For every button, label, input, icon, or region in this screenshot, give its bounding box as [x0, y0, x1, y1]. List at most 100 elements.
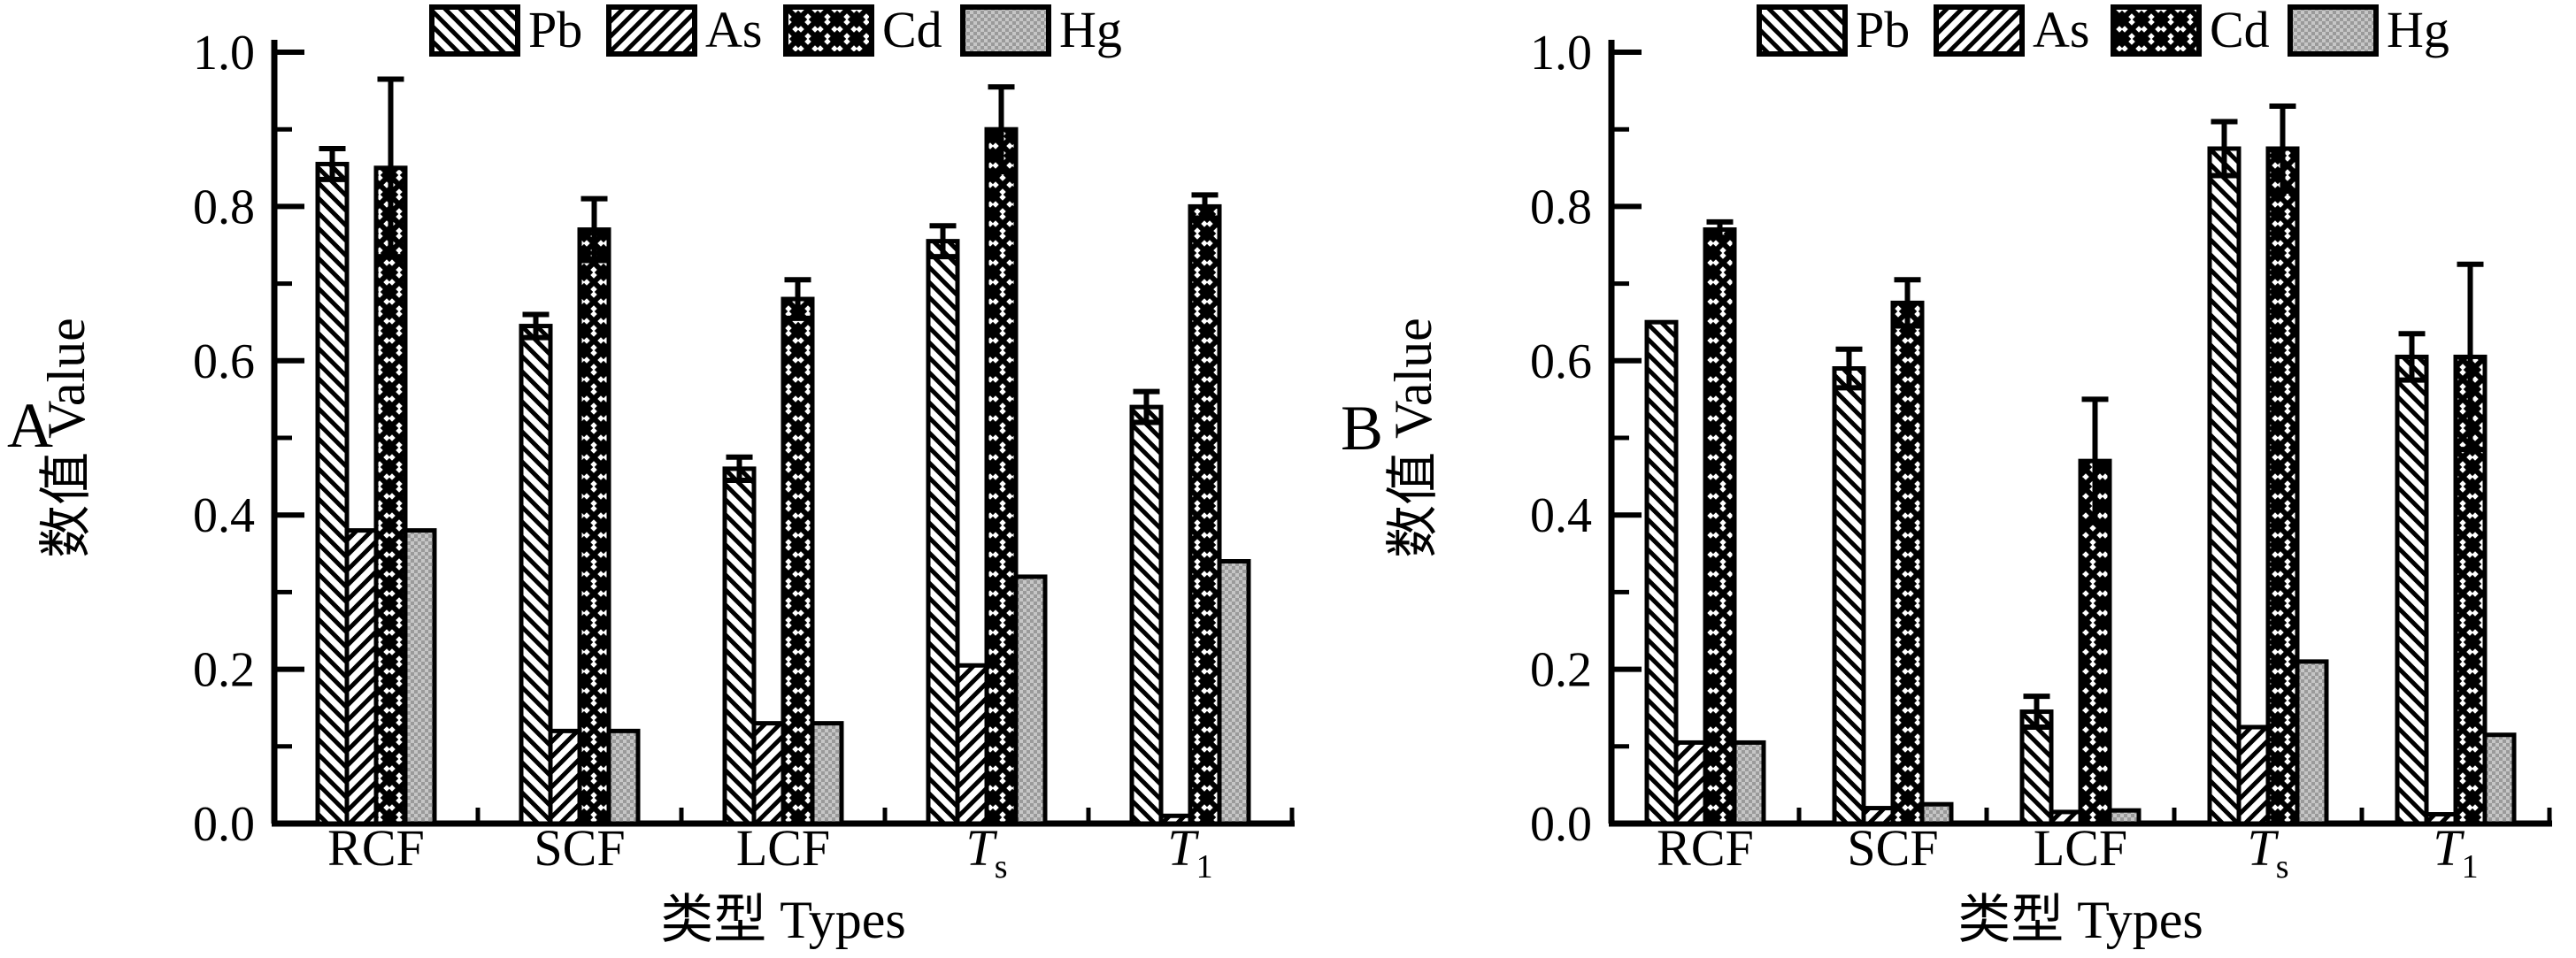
bar-Cd-T1: [1188, 192, 1222, 826]
legend-item-As: As: [606, 1, 762, 58]
bar-Hg-T1: [2482, 732, 2517, 826]
bar-rect-Cd: [577, 227, 611, 826]
legend: Pb As Cd Hg: [1757, 1, 2449, 58]
bar-Hg-SCF: [606, 728, 641, 826]
bar-rect-Hg: [1013, 574, 1048, 826]
bar-rect-Pb: [1129, 404, 1164, 826]
bar-Cd-SCF: [1890, 277, 1925, 826]
x-category-label: SCF: [534, 819, 625, 877]
y-tick-label: 0.8: [1530, 180, 1592, 234]
legend-label-Hg: Hg: [1059, 1, 1122, 58]
bar-rect-Cd: [1703, 227, 1737, 826]
bar-Hg-RCF: [1732, 740, 1766, 826]
bar-Hg-SCF: [1919, 801, 1954, 826]
panel-A: A 0.0 0.2 0.4 0.6 0.8 1.0 RCF SCF LCF Ts T1 类型 Types…: [7, 1, 1295, 949]
x-category-label: Ts: [965, 819, 1007, 885]
bar-rect-Hg: [810, 721, 844, 826]
legend-label-Pb: Pb: [528, 1, 582, 58]
bar-rect-Pb: [2207, 146, 2242, 826]
legend-label-Hg: Hg: [2387, 1, 2449, 58]
y-tick-label: 0.6: [193, 334, 255, 389]
bar-rect-Pb: [519, 324, 553, 826]
y-axis-title: 数值 Value: [1384, 318, 1442, 558]
bar-rect-Cd: [373, 165, 408, 826]
bar-rect-Cd: [1188, 203, 1222, 826]
bar-rect-Cd: [984, 126, 1019, 826]
x-category-label: LCF: [736, 819, 830, 877]
legend-item-Hg: Hg: [960, 1, 1122, 58]
bar-rect-Cd: [2265, 146, 2300, 826]
bar-Pb-RCF: [1644, 319, 1679, 826]
y-axis-title: 数值 Value: [37, 318, 96, 558]
x-category-label: LCF: [2034, 819, 2127, 877]
bar-Hg-RCF: [403, 528, 437, 826]
bar-rect-As: [955, 663, 989, 826]
legend-label-Cd: Cd: [2210, 1, 2270, 58]
bar-rect-As: [1673, 740, 1708, 826]
bar-rect-Hg: [2295, 659, 2329, 826]
bar-Pb-T1: [1129, 388, 1164, 826]
legend-item-Pb: Pb: [1757, 1, 1910, 58]
legend-item-As: As: [1934, 1, 2089, 58]
x-category-label: Ts: [2247, 819, 2288, 885]
legend-swatch-cross-icon: [783, 4, 874, 57]
bar-Hg-Ts: [1013, 574, 1048, 826]
legend: Pb As Cd Hg: [429, 1, 1122, 58]
bar-As-SCF: [548, 728, 582, 826]
bar-Pb-Ts: [2207, 119, 2242, 826]
bar-rect-Hg: [2482, 732, 2517, 826]
bar-rect-Pb: [1832, 366, 1866, 826]
legend-item-Cd: Cd: [783, 1, 942, 58]
bar-Cd-T1: [2453, 261, 2488, 826]
bar-Cd-LCF: [2078, 396, 2112, 826]
y-tick-label: 0.0: [1530, 797, 1592, 852]
legend-swatch-diag-fwd-icon: [606, 4, 697, 57]
legend-swatch-gray-icon: [960, 4, 1051, 57]
bar-rect-Pb: [722, 466, 757, 826]
panel-B: B 0.0 0.2 0.4 0.6 0.8 1.0 RCF SCF LCF Ts T1 类型 Types…: [1341, 1, 2552, 949]
legend-item-Hg: Hg: [2288, 1, 2449, 58]
legend-label-Cd: Cd: [882, 1, 942, 58]
bar-Pb-Ts: [926, 223, 960, 826]
bar-Cd-RCF: [1703, 218, 1737, 826]
bar-Cd-Ts: [2265, 103, 2300, 826]
bar-rect-As: [2236, 724, 2271, 826]
x-axis-title: 类型 Types: [660, 891, 905, 949]
legend-swatch-diag-back-icon: [1757, 4, 1848, 57]
x-category-label: RCF: [1657, 819, 1754, 877]
y-tick-label: 0.6: [1530, 334, 1592, 389]
legend-item-Cd: Cd: [2111, 1, 2270, 58]
bar-rect-Hg: [1732, 740, 1766, 826]
y-tick-label: 1.0: [1530, 26, 1592, 80]
legend-swatch-diag-back-icon: [429, 4, 520, 57]
y-tick-label: 0.2: [1530, 643, 1592, 698]
legend-label-As: As: [2033, 1, 2089, 58]
bar-Hg-Ts: [2295, 659, 2329, 826]
bar-Hg-T1: [1217, 559, 1251, 826]
x-category-label: SCF: [1847, 819, 1938, 877]
bar-Pb-SCF: [519, 311, 553, 826]
bar-As-LCF: [751, 721, 786, 826]
x-axis-title: 类型 Types: [1957, 891, 2203, 949]
bar-Cd-SCF: [577, 195, 611, 826]
bar-Pb-LCF: [2019, 694, 2054, 826]
x-category-label: RCF: [327, 819, 425, 877]
bar-rect-Pb: [2019, 709, 2054, 826]
x-category-label: T1: [1167, 819, 1212, 885]
bar-rect-Hg: [2107, 808, 2142, 826]
bar-rect-Hg: [606, 728, 641, 826]
bar-rect-Hg: [1217, 559, 1251, 826]
legend-label-As: As: [705, 1, 762, 58]
bar-Pb-RCF: [315, 146, 350, 826]
legend-swatch-diag-fwd-icon: [1934, 4, 2025, 57]
legend-label-Pb: Pb: [1856, 1, 1910, 58]
legend-swatch-gray-icon: [2288, 4, 2379, 57]
bar-Hg-LCF: [810, 721, 844, 826]
bar-rect-Hg: [403, 528, 437, 826]
bar-Cd-RCF: [373, 76, 408, 826]
bar-As-Ts: [955, 663, 989, 826]
panel-letter: B: [1341, 393, 1383, 464]
bar-Hg-LCF: [2107, 808, 2142, 826]
